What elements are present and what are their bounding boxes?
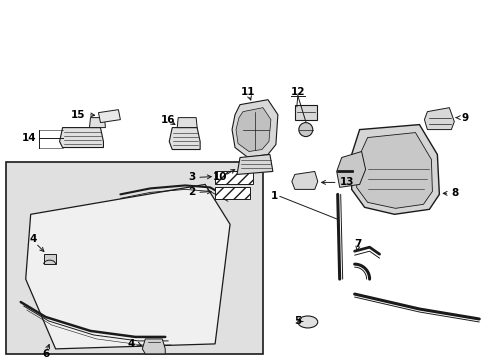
Bar bbox=[215, 188, 249, 199]
Polygon shape bbox=[336, 152, 365, 188]
Text: 7: 7 bbox=[353, 239, 361, 249]
Polygon shape bbox=[43, 254, 56, 264]
Text: 16: 16 bbox=[161, 114, 175, 125]
Polygon shape bbox=[351, 125, 439, 214]
Text: 15: 15 bbox=[71, 110, 85, 120]
Text: 13: 13 bbox=[339, 177, 353, 188]
Polygon shape bbox=[26, 184, 229, 349]
Polygon shape bbox=[356, 132, 431, 208]
Polygon shape bbox=[98, 110, 120, 123]
Polygon shape bbox=[89, 118, 105, 127]
Ellipse shape bbox=[298, 123, 312, 136]
Polygon shape bbox=[236, 108, 270, 152]
Text: 12: 12 bbox=[290, 87, 305, 97]
Bar bbox=[294, 105, 316, 120]
Text: 6: 6 bbox=[42, 349, 49, 359]
Text: 1: 1 bbox=[270, 192, 277, 201]
Text: 5: 5 bbox=[294, 316, 301, 326]
Text: 14: 14 bbox=[21, 132, 36, 143]
Text: 2: 2 bbox=[187, 188, 195, 197]
Polygon shape bbox=[169, 127, 200, 149]
Polygon shape bbox=[291, 171, 317, 189]
Ellipse shape bbox=[297, 316, 317, 328]
Text: 8: 8 bbox=[450, 188, 458, 198]
Text: 11: 11 bbox=[240, 87, 255, 97]
Polygon shape bbox=[237, 154, 272, 175]
Polygon shape bbox=[177, 118, 197, 127]
Text: 4: 4 bbox=[128, 339, 135, 349]
Bar bbox=[215, 171, 252, 184]
Polygon shape bbox=[232, 100, 277, 157]
Bar bbox=[6, 162, 263, 354]
Text: 3: 3 bbox=[187, 172, 195, 183]
Text: 4: 4 bbox=[30, 234, 37, 244]
Text: 9: 9 bbox=[460, 113, 468, 123]
Polygon shape bbox=[424, 108, 453, 130]
Polygon shape bbox=[60, 127, 103, 148]
Text: 10: 10 bbox=[212, 172, 227, 183]
Polygon shape bbox=[142, 339, 165, 354]
